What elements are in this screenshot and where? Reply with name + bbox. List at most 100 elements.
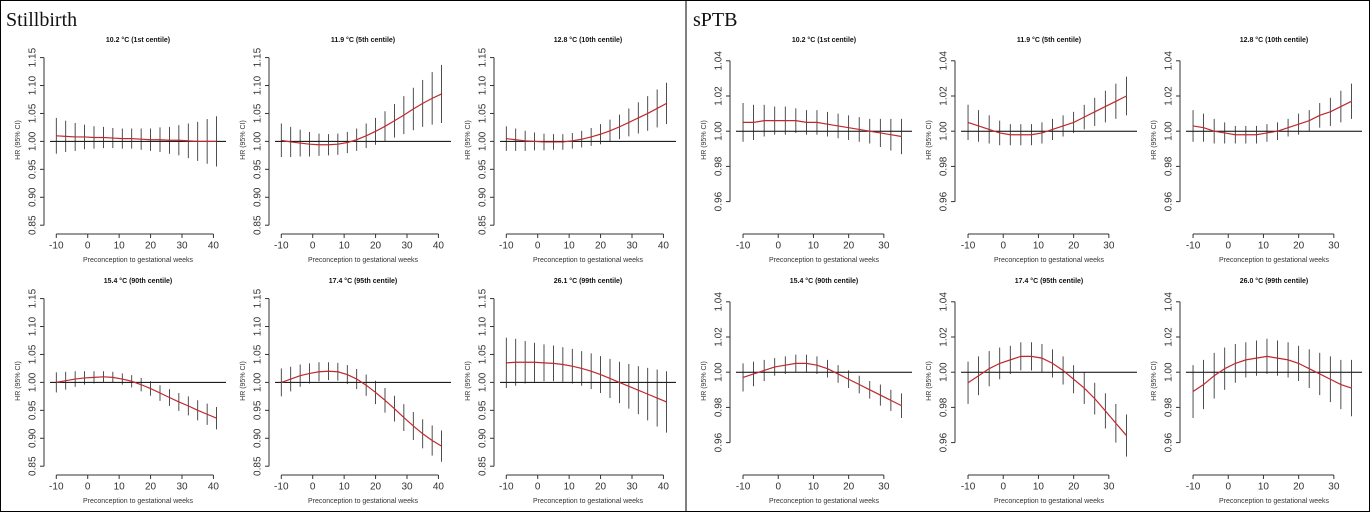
y-tick-label: 1.04	[714, 292, 725, 312]
x-axis-label: Preconception to gestational weeks	[533, 498, 644, 505]
x-axis-label: Preconception to gestational weeks	[83, 498, 194, 505]
hr-line	[281, 370, 442, 447]
plot-title: 10.2 °C (1st centile)	[106, 36, 170, 44]
x-axis-label: Preconception to gestational weeks	[769, 257, 880, 264]
x-tick-label: 30	[401, 482, 413, 493]
x-tick-label: 10	[564, 482, 576, 493]
hr-line	[281, 93, 442, 146]
y-tick-label: 0.96	[939, 432, 950, 452]
y-axis-label: HR (95% CI)	[240, 120, 247, 160]
y-tick-label: 1.15	[478, 47, 489, 67]
plot-title: 11.9 °C (5th centile)	[331, 36, 395, 44]
y-tick-label: 0.95	[478, 400, 489, 420]
x-tick-label: 20	[1068, 482, 1080, 493]
x-tick-label: 0	[535, 241, 541, 252]
x-tick-label: 20	[145, 482, 157, 493]
y-tick-label: 0.95	[253, 400, 264, 420]
y-tick-label: 0.90	[478, 187, 489, 207]
x-axis-label: Preconception to gestational weeks	[1219, 498, 1330, 505]
x-tick-label: 30	[1103, 241, 1115, 252]
x-tick-label: 30	[1328, 482, 1340, 493]
x-tick-label: 30	[176, 482, 188, 493]
x-tick-label: 10	[1033, 482, 1045, 493]
y-tick-label: 1.00	[714, 121, 725, 141]
y-tick-label: 1.04	[1164, 51, 1175, 71]
y-tick-label: 1.04	[939, 292, 950, 312]
y-tick-label: 1.15	[28, 47, 39, 67]
hr-line	[743, 120, 902, 138]
y-tick-label: 0.98	[714, 397, 725, 417]
x-tick-label: 30	[878, 482, 890, 493]
y-tick-label: 1.02	[1164, 327, 1175, 347]
x-tick-label: 10	[339, 241, 351, 252]
y-tick-label: 1.10	[253, 75, 264, 95]
x-tick-label: 40	[208, 482, 220, 493]
x-tick-label: 0	[310, 241, 316, 252]
y-tick-label: 1.05	[253, 344, 264, 364]
x-tick-label: 20	[370, 482, 382, 493]
x-tick-label: 20	[595, 482, 607, 493]
y-tick-label: 0.95	[28, 159, 39, 179]
y-tick-label: 1.04	[1164, 292, 1175, 312]
x-tick-label: 20	[145, 241, 157, 252]
y-tick-label: 0.90	[253, 428, 264, 448]
plot-title: 17.4 °C (95th centile)	[1015, 277, 1084, 285]
x-axis-label: Preconception to gestational weeks	[994, 257, 1105, 264]
y-tick-label: 1.10	[478, 75, 489, 95]
y-axis-label: HR (95% CI)	[1151, 120, 1158, 160]
x-tick-label: 0	[1000, 241, 1006, 252]
y-tick-label: 1.00	[253, 131, 264, 151]
y-tick-label: 0.85	[478, 456, 489, 476]
y-axis-label: HR (95% CI)	[15, 120, 22, 160]
y-axis-label: HR (95% CI)	[465, 120, 472, 160]
y-tick-label: 1.00	[28, 372, 39, 392]
y-tick-label: 0.96	[1164, 191, 1175, 211]
x-tick-label: -10	[1186, 241, 1201, 252]
y-tick-label: 1.00	[253, 372, 264, 392]
y-tick-label: 0.90	[253, 187, 264, 207]
x-tick-label: -10	[274, 482, 289, 493]
x-tick-label: 40	[433, 241, 445, 252]
x-axis-label: Preconception to gestational weeks	[308, 257, 419, 264]
x-tick-label: 10	[1258, 482, 1270, 493]
x-tick-label: 10	[1033, 241, 1045, 252]
y-tick-label: 0.96	[714, 191, 725, 211]
x-tick-label: 10	[114, 482, 126, 493]
x-tick-label: 20	[1293, 241, 1305, 252]
y-tick-label: 1.15	[478, 288, 489, 308]
x-tick-label: 10	[1258, 241, 1270, 252]
x-tick-label: -10	[961, 482, 976, 493]
y-tick-label: 1.00	[714, 362, 725, 382]
x-tick-label: -10	[736, 241, 751, 252]
y-tick-label: 0.98	[1164, 156, 1175, 176]
x-tick-label: 30	[401, 241, 413, 252]
x-tick-label: 20	[1068, 241, 1080, 252]
plot-title: 26.1 °C (99th centile)	[554, 277, 623, 285]
y-tick-label: 1.15	[28, 288, 39, 308]
x-tick-label: 30	[878, 241, 890, 252]
y-tick-label: 1.04	[939, 51, 950, 71]
x-tick-label: 10	[114, 241, 126, 252]
x-tick-label: 30	[1103, 482, 1115, 493]
plot-title: 15.4 °C (90th centile)	[790, 277, 859, 285]
x-tick-label: 0	[1225, 482, 1231, 493]
y-tick-label: 0.90	[28, 187, 39, 207]
x-tick-label: 10	[339, 482, 351, 493]
x-tick-label: 10	[808, 241, 820, 252]
x-tick-label: -10	[274, 241, 289, 252]
y-axis-label: HR (95% CI)	[926, 361, 933, 401]
y-tick-label: 1.15	[253, 47, 264, 67]
y-tick-label: 0.95	[28, 400, 39, 420]
y-tick-label: 0.95	[478, 159, 489, 179]
x-tick-label: 0	[1225, 241, 1231, 252]
x-tick-label: 30	[626, 482, 638, 493]
y-axis-label: HR (95% CI)	[1151, 361, 1158, 401]
y-tick-label: 0.85	[253, 215, 264, 235]
x-tick-label: -10	[961, 241, 976, 252]
x-tick-label: 40	[433, 482, 445, 493]
y-axis-label: HR (95% CI)	[701, 361, 708, 401]
x-tick-label: 0	[1000, 482, 1006, 493]
y-tick-label: 0.85	[253, 456, 264, 476]
x-tick-label: 0	[310, 482, 316, 493]
